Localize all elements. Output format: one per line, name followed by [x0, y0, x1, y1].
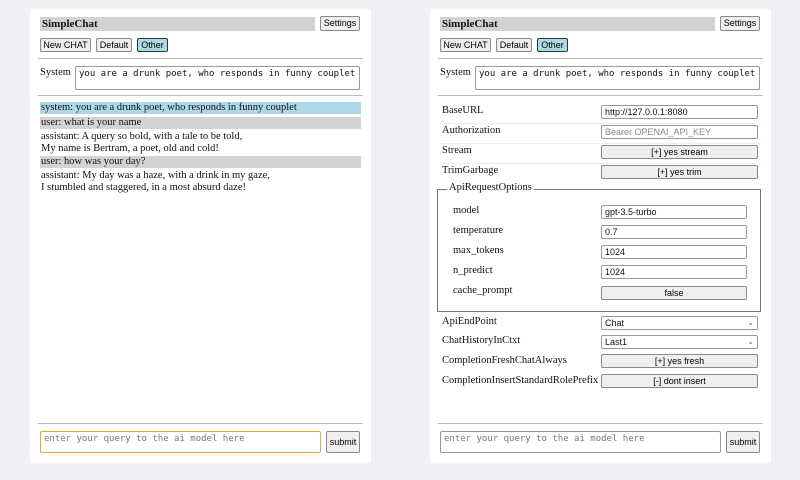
- completion-insert-label: CompletionInsertStandardRolePrefix: [442, 375, 599, 386]
- system-label: System: [440, 67, 471, 78]
- default-chat-button[interactable]: Default: [96, 38, 132, 52]
- message-line: assistant: A query so bold, with a tale …: [41, 131, 243, 142]
- temperature-label: temperature: [453, 225, 504, 236]
- settings-panel: SimpleChat Settings New CHAT Default Oth…: [430, 9, 771, 463]
- system-prompt-input[interactable]: you are a drunk poet, who responds in fu…: [75, 66, 360, 90]
- chat-panel: SimpleChat Settings New CHAT Default Oth…: [30, 9, 371, 463]
- query-input[interactable]: enter your query to the ai model here: [40, 431, 321, 453]
- message-line: I stumbled and staggered, in a most absu…: [41, 182, 246, 193]
- completion-fresh-toggle[interactable]: [+] yes fresh: [601, 354, 758, 368]
- settings-button[interactable]: Settings: [720, 16, 760, 31]
- chat-message-user: user: what is your name: [40, 117, 361, 129]
- divider: [38, 58, 363, 59]
- divider: [438, 423, 763, 424]
- divider: [438, 58, 763, 59]
- api-request-options-legend: ApiRequestOptions: [447, 182, 534, 193]
- n-predict-label: n_predict: [453, 265, 493, 276]
- submit-button[interactable]: submit: [726, 431, 760, 453]
- max-tokens-label: max_tokens: [453, 245, 504, 256]
- base-url-input[interactable]: http://127.0.0.1:8080: [601, 105, 758, 119]
- completion-insert-toggle[interactable]: [-] dont insert: [601, 374, 758, 388]
- chat-history-label: ChatHistoryInCtxt: [442, 335, 521, 346]
- chevron-down-icon: ⌄: [747, 318, 754, 327]
- chat-history-value: Last1: [605, 337, 628, 347]
- message-line: assistant: My day was a haze, with a dri…: [41, 170, 270, 181]
- row-divider: [440, 123, 761, 124]
- chat-history-select[interactable]: Last1 ⌄: [601, 335, 758, 349]
- trim-garbage-toggle[interactable]: [+] yes trim: [601, 165, 758, 179]
- chat-message-system: system: you are a drunk poet, who respon…: [40, 102, 361, 114]
- system-prompt-input[interactable]: you are a drunk poet, who responds in fu…: [475, 66, 760, 90]
- max-tokens-input[interactable]: 1024: [601, 245, 747, 259]
- trim-garbage-label: TrimGarbage: [442, 165, 499, 176]
- authorization-label: Authorization: [442, 125, 501, 136]
- chat-message-assistant: assistant: My day was a haze, with a dri…: [40, 170, 361, 194]
- query-input[interactable]: enter your query to the ai model here: [440, 431, 721, 453]
- chevron-down-icon: ⌄: [747, 337, 754, 346]
- cache-prompt-toggle[interactable]: false: [601, 286, 747, 300]
- divider: [38, 423, 363, 424]
- model-input[interactable]: gpt-3.5-turbo: [601, 205, 747, 219]
- row-divider: [440, 143, 761, 144]
- message-line: My name is Bertram, a poet, old and cold…: [41, 143, 219, 154]
- other-chat-button[interactable]: Other: [137, 38, 168, 52]
- new-chat-button[interactable]: New CHAT: [40, 38, 91, 52]
- completion-fresh-label: CompletionFreshChatAlways: [442, 355, 567, 366]
- app-title: SimpleChat: [440, 17, 715, 31]
- n-predict-input[interactable]: 1024: [601, 265, 747, 279]
- system-label: System: [40, 67, 71, 78]
- other-chat-button[interactable]: Other: [537, 38, 568, 52]
- default-chat-button[interactable]: Default: [496, 38, 532, 52]
- divider: [438, 95, 763, 96]
- chat-message-user: user: how was your day?: [40, 156, 361, 168]
- divider: [38, 95, 363, 96]
- api-request-options-fieldset: [437, 189, 761, 312]
- stream-toggle[interactable]: [+] yes stream: [601, 145, 758, 159]
- app-title: SimpleChat: [40, 17, 315, 31]
- base-url-label: BaseURL: [442, 105, 484, 116]
- temperature-input[interactable]: 0.7: [601, 225, 747, 239]
- settings-button[interactable]: Settings: [320, 16, 360, 31]
- authorization-input[interactable]: Bearer OPENAI_API_KEY: [601, 125, 758, 139]
- stream-label: Stream: [442, 145, 472, 156]
- api-endpoint-select[interactable]: Chat ⌄: [601, 316, 758, 330]
- api-endpoint-value: Chat: [605, 318, 625, 328]
- chat-message-assistant: assistant: A query so bold, with a tale …: [40, 131, 361, 155]
- cache-prompt-label: cache_prompt: [453, 285, 513, 296]
- submit-button[interactable]: submit: [326, 431, 360, 453]
- row-divider: [440, 163, 761, 164]
- new-chat-button[interactable]: New CHAT: [440, 38, 491, 52]
- api-endpoint-label: ApiEndPoint: [442, 316, 497, 327]
- model-label: model: [453, 205, 480, 216]
